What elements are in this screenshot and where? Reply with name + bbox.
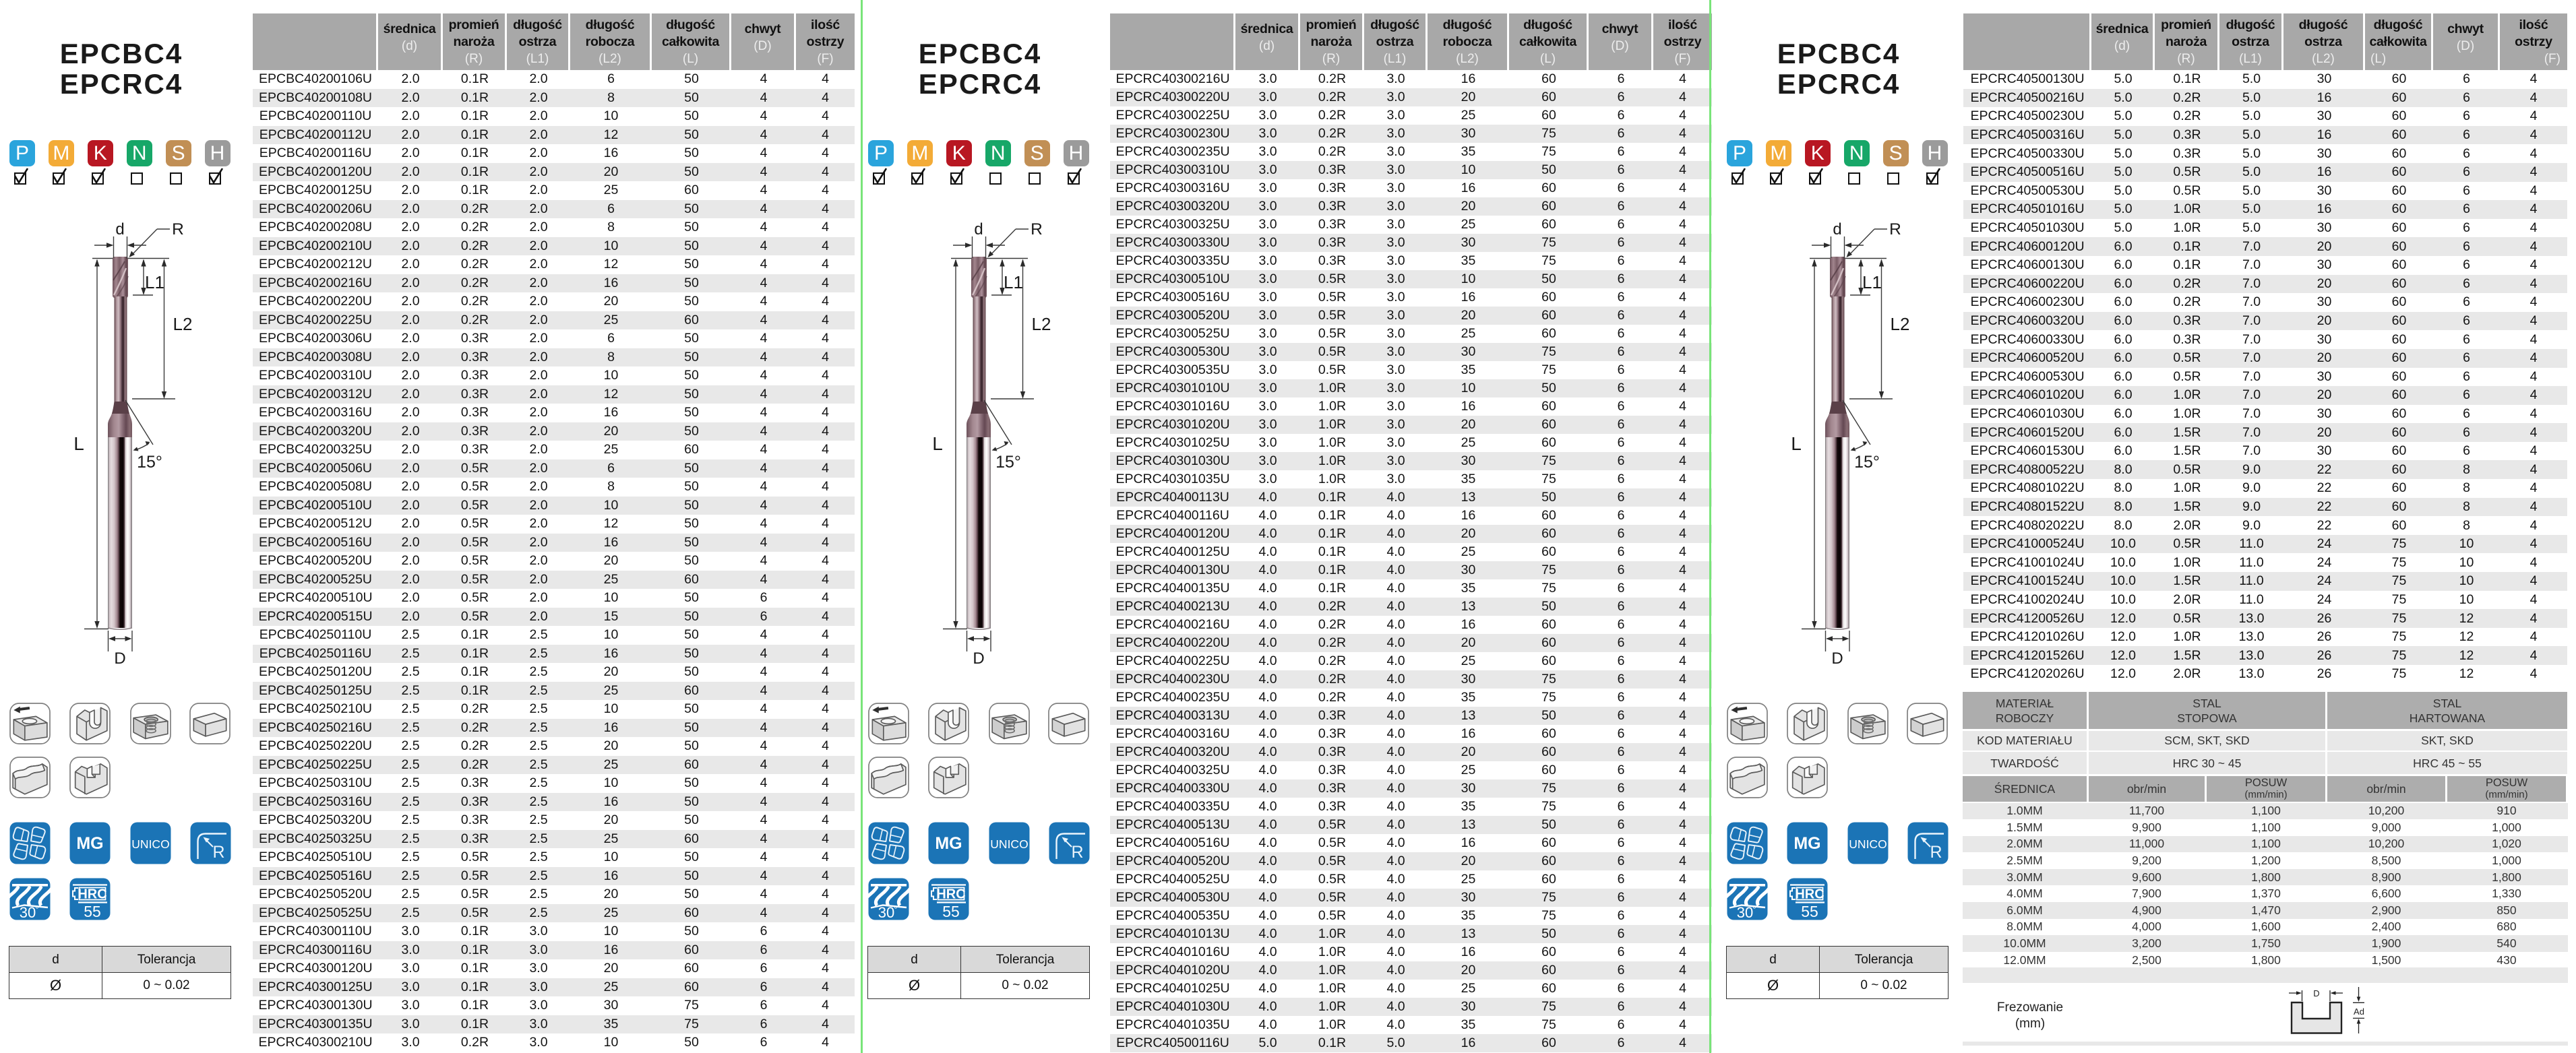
svg-text:55: 55 <box>1801 903 1818 920</box>
svg-text:MG: MG <box>935 834 962 853</box>
svg-text:R: R <box>1889 220 1901 238</box>
svg-text:L2: L2 <box>173 314 193 334</box>
svg-text:15°: 15° <box>1854 453 1880 472</box>
svg-text:L1: L1 <box>1004 272 1023 292</box>
svg-text:R: R <box>1031 220 1043 238</box>
svg-text:d: d <box>115 220 124 238</box>
svg-text:HRC: HRC <box>78 887 106 902</box>
svg-text:D: D <box>114 649 125 668</box>
svg-text:R: R <box>1930 843 1942 862</box>
svg-text:15°: 15° <box>995 453 1021 472</box>
svg-text:D: D <box>2313 988 2319 998</box>
svg-text:d: d <box>974 220 983 238</box>
svg-text:HRC: HRC <box>1795 887 1824 902</box>
svg-text:MG: MG <box>1793 834 1820 853</box>
svg-text:L: L <box>932 433 943 454</box>
svg-text:30: 30 <box>20 904 36 920</box>
svg-text:Ad: Ad <box>2354 1007 2364 1017</box>
svg-text:d: d <box>1833 220 1841 238</box>
svg-text:R: R <box>212 843 224 862</box>
svg-text:55: 55 <box>84 903 101 920</box>
svg-text:L1: L1 <box>145 272 164 292</box>
svg-text:L2: L2 <box>1891 314 1910 334</box>
svg-text:°: ° <box>35 904 38 914</box>
svg-text:D: D <box>973 649 984 668</box>
svg-text:L1: L1 <box>1862 272 1882 292</box>
svg-text:R: R <box>172 220 184 238</box>
svg-text:°: ° <box>894 904 897 914</box>
svg-text:°: ° <box>1752 904 1756 914</box>
svg-text:UNICO: UNICO <box>1849 837 1887 851</box>
svg-text:UNICO: UNICO <box>131 837 169 851</box>
svg-text:30: 30 <box>878 904 894 920</box>
svg-text:L: L <box>1791 433 1802 454</box>
svg-text:R: R <box>1071 843 1083 862</box>
svg-text:D: D <box>1831 649 1843 668</box>
svg-text:55: 55 <box>942 903 960 920</box>
svg-text:HRC: HRC <box>936 887 965 902</box>
svg-text:MG: MG <box>76 834 103 853</box>
svg-text:L: L <box>73 433 84 454</box>
svg-text:15°: 15° <box>137 453 162 472</box>
svg-text:UNICO: UNICO <box>990 837 1028 851</box>
svg-text:L2: L2 <box>1032 314 1051 334</box>
svg-text:30: 30 <box>1737 904 1753 920</box>
